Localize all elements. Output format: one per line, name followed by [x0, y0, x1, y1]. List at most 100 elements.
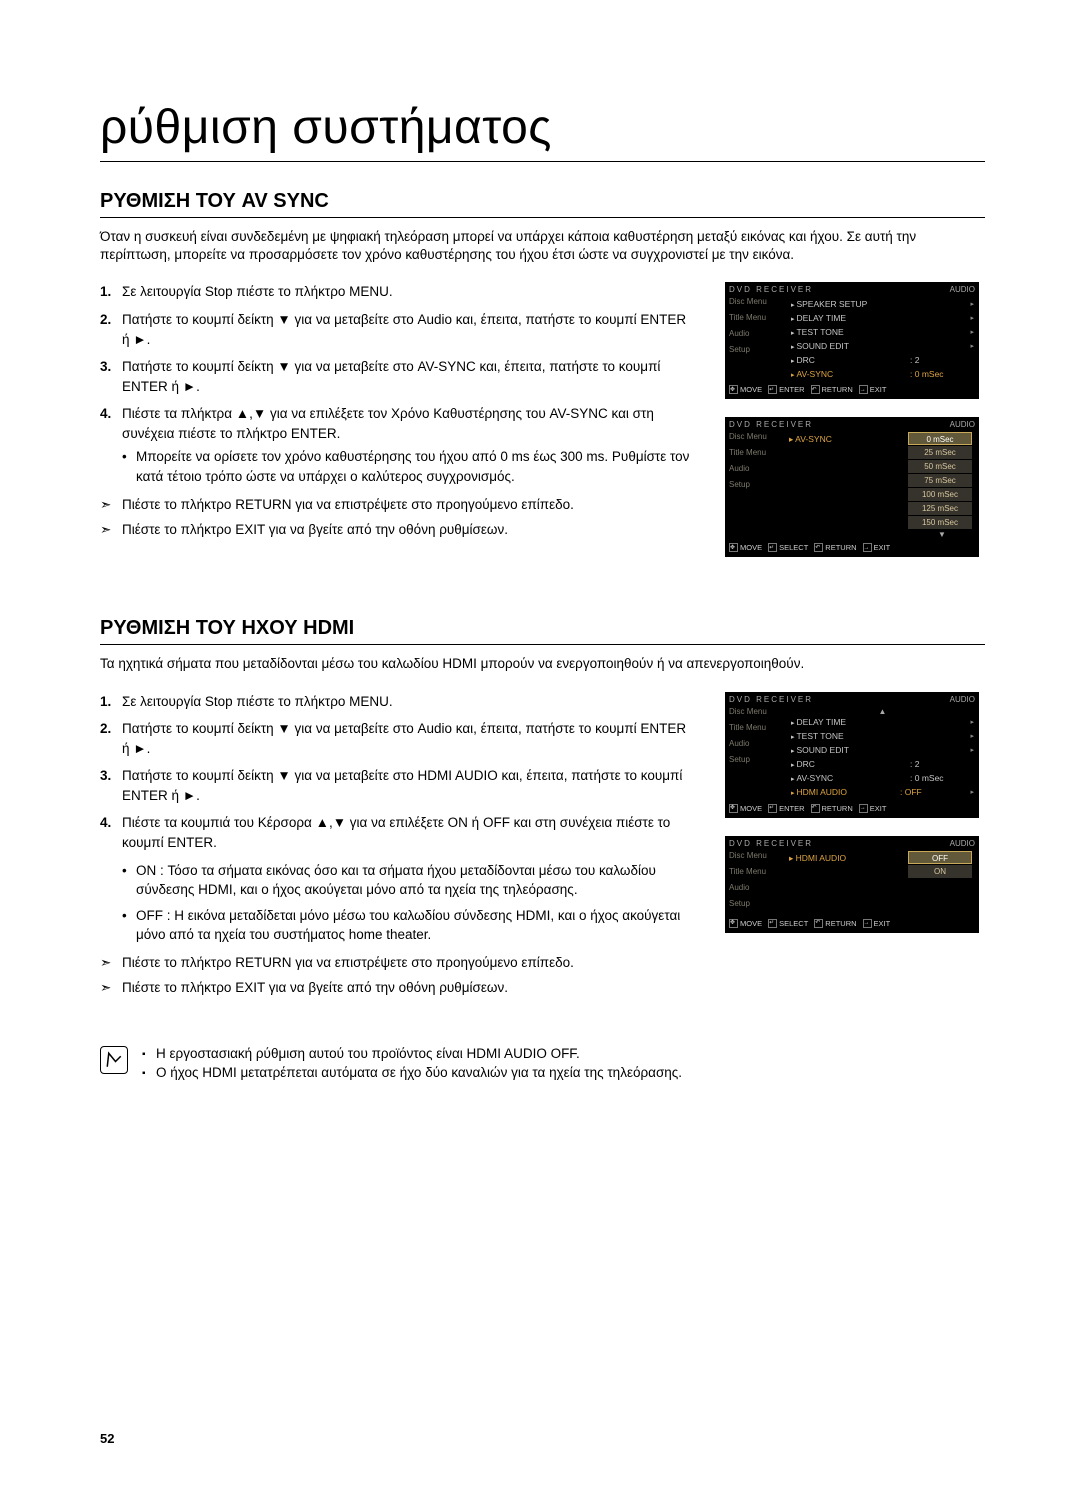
osd-side-item: Disc Menu [729, 851, 785, 860]
s1-arrow2: Πιέστε το πλήκτρο EXIT για να βγείτε από… [100, 520, 695, 540]
s2-opt-off: OFF : Η εικόνα μεταδίδεται μόνο μέσω του… [122, 906, 695, 945]
osd-fig3: DVD RECEIVERAUDIO Disc Menu Title Menu Aud… [725, 692, 979, 818]
osd-option: 125 mSec [908, 502, 972, 515]
osd-top-left: DVD RECEIVER [729, 285, 950, 294]
foot-exit: EXIT [870, 804, 887, 813]
osd-menu-row: AV-SYNC0 mSec [789, 772, 976, 785]
osd-side-item: Audio [729, 464, 785, 473]
osd-fig2: DVD RECEIVERAUDIO Disc Menu Title Menu Aud… [725, 417, 979, 557]
osd-top-right: AUDIO [950, 420, 975, 429]
s2-opt-on: ON : Τόσο τα σήματα εικόνας όσο και τα σ… [122, 861, 695, 900]
notice-box: Η εργοστασιακή ρύθμιση αυτού του προϊόντ… [100, 1046, 985, 1084]
foot-move: MOVE [740, 385, 762, 394]
osd-menu-row: TEST TONE▸ [789, 730, 976, 743]
foot-return: RETURN [822, 385, 853, 394]
s1-step4-text: Πιέστε τα πλήκτρα ▲,▼ για να επιλέξετε τ… [122, 406, 654, 441]
osd-option: 50 mSec [908, 460, 972, 473]
osd-menu-row: DRC2 [789, 758, 976, 771]
osd-option: ON [908, 865, 972, 878]
fig2-label: ▸ AV-SYNC [789, 434, 832, 444]
osd-top-right: AUDIO [950, 695, 975, 704]
foot-exit: EXIT [874, 543, 891, 552]
osd-menu-row: TEST TONE▸ [789, 325, 976, 338]
page-title: ρύθμιση συστήματος [100, 100, 985, 155]
foot-select: SELECT [779, 919, 808, 928]
osd-menu-row: SOUND EDIT▸ [789, 744, 976, 757]
foot-move: MOVE [740, 543, 762, 552]
fig4-label: ▸ HDMI AUDIO [789, 853, 846, 863]
osd-side-item: Title Menu [729, 867, 785, 876]
s1-step2: Πατήστε το κουμπί δείκτη ▼ για να μεταβε… [100, 310, 695, 349]
s2-step3: Πατήστε το κουμπί δείκτη ▼ για να μεταβε… [100, 766, 695, 805]
section2-arrows: Πιέστε το πλήκτρο RETURN για να επιστρέψ… [100, 953, 695, 998]
osd-fig1: DVD RECEIVERAUDIO Disc MenuTitle MenuAud… [725, 282, 979, 399]
foot-enter: ENTER [779, 804, 804, 813]
foot-move: MOVE [740, 804, 762, 813]
section2-steps: Σε λειτουργία Stop πιέστε το πλήκτρο MEN… [100, 692, 695, 853]
osd-option: 100 mSec [908, 488, 972, 501]
osd-side-item: Title Menu [729, 723, 785, 732]
osd-menu-row: AV-SYNC0 mSec [789, 367, 976, 380]
section1-steps: Σε λειτουργία Stop πιέστε το πλήκτρο MEN… [100, 282, 695, 486]
foot-exit: EXIT [874, 919, 891, 928]
section2-options: ON : Τόσο τα σήματα εικόνας όσο και τα σ… [100, 861, 695, 945]
osd-side-item: Audio [729, 329, 785, 338]
osd-menu-row: HDMI AUDIOOFF▸ [789, 786, 976, 799]
foot-move: MOVE [740, 919, 762, 928]
s2-step1: Σε λειτουργία Stop πιέστε το πλήκτρο MEN… [100, 692, 695, 712]
foot-return: RETURN [825, 919, 856, 928]
foot-return: RETURN [825, 543, 856, 552]
section2-underline [100, 644, 985, 645]
section1-heading: ΡΥΘΜΙΣΗ ΤΟΥ AV SYNC [100, 190, 985, 213]
foot-return: RETURN [822, 804, 853, 813]
osd-option: OFF [908, 851, 972, 864]
s1-step4: Πιέστε τα πλήκτρα ▲,▼ για να επιλέξετε τ… [100, 404, 695, 486]
osd-side-item: Setup [729, 899, 785, 908]
note1: Η εργοστασιακή ρύθμιση αυτού του προϊόντ… [142, 1046, 682, 1061]
foot-select: SELECT [779, 543, 808, 552]
osd-side-item: Disc Menu [729, 432, 785, 441]
s2-step4: Πιέστε τα κουμπιά του Κέρσορα ▲,▼ για να… [100, 813, 695, 852]
osd-menu-row: DELAY TIME▸ [789, 716, 976, 729]
s2-arrow2: Πιέστε το πλήκτρο EXIT για να βγείτε από… [100, 978, 695, 998]
osd-side-item: Disc Menu [729, 297, 785, 306]
section1-intro: Όταν η συσκευή είναι συνδεδεμένη με ψηφι… [100, 228, 985, 264]
osd-side-item: Setup [729, 345, 785, 354]
osd-option: 150 mSec [908, 516, 972, 529]
osd-side-item: Setup [729, 755, 785, 764]
section1-arrows: Πιέστε το πλήκτρο RETURN για να επιστρέψ… [100, 495, 695, 540]
osd-top-left: DVD RECEIVER [729, 839, 950, 848]
s1-step4-sub1: Μπορείτε να ορίσετε τον χρόνο καθυστέρησ… [122, 447, 695, 486]
osd-top-left: DVD RECEIVER [729, 420, 950, 429]
note-icon [100, 1046, 128, 1074]
osd-side-item: Audio [729, 883, 785, 892]
section2-heading: ΡΥΘΜΙΣΗ ΤΟΥ ΗΧΟΥ HDMI [100, 617, 985, 640]
osd-side-item: Setup [729, 480, 785, 489]
osd-side-item: Disc Menu [729, 707, 785, 716]
title-underline [100, 161, 985, 162]
foot-enter: ENTER [779, 385, 804, 394]
osd-option: 0 mSec [908, 432, 972, 445]
osd-option: 75 mSec [908, 474, 972, 487]
osd-menu-row: SPEAKER SETUP▸ [789, 297, 976, 310]
osd-top-right: AUDIO [950, 839, 975, 848]
osd-menu-row: SOUND EDIT▸ [789, 339, 976, 352]
s2-arrow1: Πιέστε το πλήκτρο RETURN για να επιστρέψ… [100, 953, 695, 973]
osd-side-item: Title Menu [729, 448, 785, 457]
section2-intro: Τα ηχητικά σήματα που μεταδίδονται μέσω … [100, 655, 985, 673]
osd-top-left: DVD RECEIVER [729, 695, 950, 704]
foot-exit: EXIT [870, 385, 887, 394]
s2-step2: Πατήστε το κουμπί δείκτη ▼ για να μεταβε… [100, 719, 695, 758]
note2: Ο ήχος HDMI μετατρέπεται αυτόματα σε ήχο… [142, 1065, 682, 1080]
s1-arrow1: Πιέστε το πλήκτρο RETURN για να επιστρέψ… [100, 495, 695, 515]
osd-menu-row: DRC2 [789, 353, 976, 366]
osd-option: 25 mSec [908, 446, 972, 459]
section2-content: Σε λειτουργία Stop πιέστε το πλήκτρο MEN… [100, 692, 985, 1004]
osd-side-item: Title Menu [729, 313, 785, 322]
osd-side-item: Audio [729, 739, 785, 748]
page-number: 52 [100, 1431, 114, 1446]
s1-step3: Πατήστε το κουμπί δείκτη ▼ για να μεταβε… [100, 357, 695, 396]
s1-step1: Σε λειτουργία Stop πιέστε το πλήκτρο MEN… [100, 282, 695, 302]
section1-content: Σε λειτουργία Stop πιέστε το πλήκτρο MEN… [100, 282, 985, 575]
osd-fig4: DVD RECEIVERAUDIO Disc Menu Title Menu Aud… [725, 836, 979, 933]
